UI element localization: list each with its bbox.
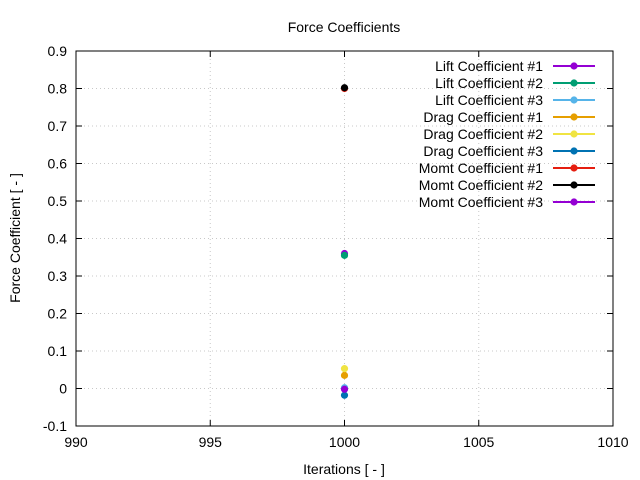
data-point <box>340 385 349 393</box>
legend-marker <box>570 62 578 70</box>
chart-title: Force Coefficients <box>288 19 401 35</box>
legend-marker <box>570 164 578 172</box>
y-tick-label: 0.4 <box>48 231 68 247</box>
data-point <box>340 251 349 259</box>
y-tick-label: 0.1 <box>48 343 68 359</box>
legend-marker <box>570 181 578 189</box>
plot-frame <box>75 50 614 427</box>
y-tick-label: 0.6 <box>48 156 68 172</box>
legend-label: Drag Coefficient #2 <box>423 126 543 142</box>
y-tick-label: 0.5 <box>48 193 68 209</box>
legend-marker <box>570 147 578 155</box>
x-tick-label: 995 <box>199 434 223 450</box>
y-tick-label: 0.9 <box>48 43 68 59</box>
x-tick-label: 990 <box>64 434 88 450</box>
data-point <box>340 371 349 379</box>
legend-label: Drag Coefficient #3 <box>423 143 543 159</box>
data-point <box>340 84 349 92</box>
legend-marker <box>570 113 578 121</box>
legend-label: Lift Coefficient #1 <box>435 58 543 74</box>
y-tick-label: 0.2 <box>48 306 68 322</box>
x-axis-title: Iterations [ - ] <box>303 461 385 477</box>
x-tick-labels: 990 995 1000 1005 1010 <box>64 434 628 450</box>
data-point <box>340 365 349 373</box>
data-point <box>340 391 349 399</box>
legend-label: Drag Coefficient #1 <box>423 109 543 125</box>
legend-marker <box>570 130 578 138</box>
legend-label: Momt Coefficient #2 <box>419 177 543 193</box>
legend-marker <box>570 79 578 87</box>
data-points <box>340 84 349 399</box>
y-axis-title: Force Coefficient [ - ] <box>7 173 23 303</box>
legend-label: Momt Coefficient #3 <box>419 194 543 210</box>
x-tick-label: 1010 <box>597 434 628 450</box>
y-tick-labels: -0.1 0 0.1 0.2 0.3 0.4 0.5 0.6 0.7 0.8 0.9 <box>43 43 67 434</box>
legend-label: Lift Coefficient #3 <box>435 92 543 108</box>
y-tick-label: 0 <box>59 381 67 397</box>
legend-label: Lift Coefficient #2 <box>435 75 543 91</box>
x-tick-label: 1005 <box>463 434 494 450</box>
y-tick-label: 0.8 <box>48 81 68 97</box>
y-tick-label: 0.3 <box>48 268 68 284</box>
legend-label: Momt Coefficient #1 <box>419 160 543 176</box>
y-tick-label: -0.1 <box>43 418 67 434</box>
legend-marker <box>570 96 578 104</box>
x-tick-label: 1000 <box>329 434 360 450</box>
y-tick-label: 0.7 <box>48 118 68 134</box>
legend-marker <box>570 198 578 206</box>
